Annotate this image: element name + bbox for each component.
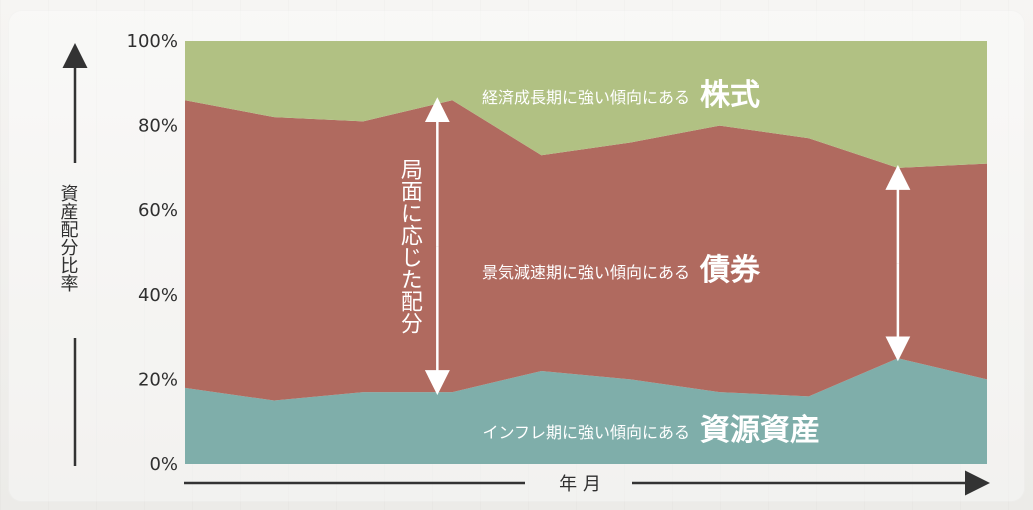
series-name-1: 資源資産 [700, 413, 820, 448]
y-tick-label-5: 100% [127, 31, 178, 52]
y-tick-label-2: 40% [138, 285, 178, 306]
series-labels-layer: インフレ期に強い傾向にある 資源資産 景気減速期に強い傾向にある 債券 経済成長期に強い… [482, 78, 820, 448]
y-tick-label-3: 60% [138, 200, 178, 221]
y-tick-label-1: 20% [138, 369, 178, 390]
series-description-2: 景気減速期に強い傾向にある [482, 263, 690, 282]
series-area-3 [185, 41, 987, 168]
series-area-1 [185, 358, 987, 464]
areas-layer [185, 41, 987, 464]
series-name-2: 債券 [699, 253, 761, 288]
series-description-1: インフレ期に強い傾向にある [482, 423, 690, 442]
y-axis-title: 資産配分比率 [58, 184, 79, 292]
x-axis-title: 年 月 [559, 474, 601, 495]
y-tick-label-0: 0% [149, 454, 178, 475]
y-tick-label-4: 80% [138, 116, 178, 137]
annotations-layer: 局面に応じた配分 [397, 97, 911, 396]
series-description-3: 経済成長期に強い傾向にある [482, 88, 690, 107]
annotation-label-1: 局面に応じた配分 [397, 158, 423, 334]
series-area-2 [185, 100, 987, 401]
y-ticks-layer: 0% 20% 40% 60% 80% 100% [127, 31, 178, 475]
series-name-3: 株式 [700, 78, 760, 113]
